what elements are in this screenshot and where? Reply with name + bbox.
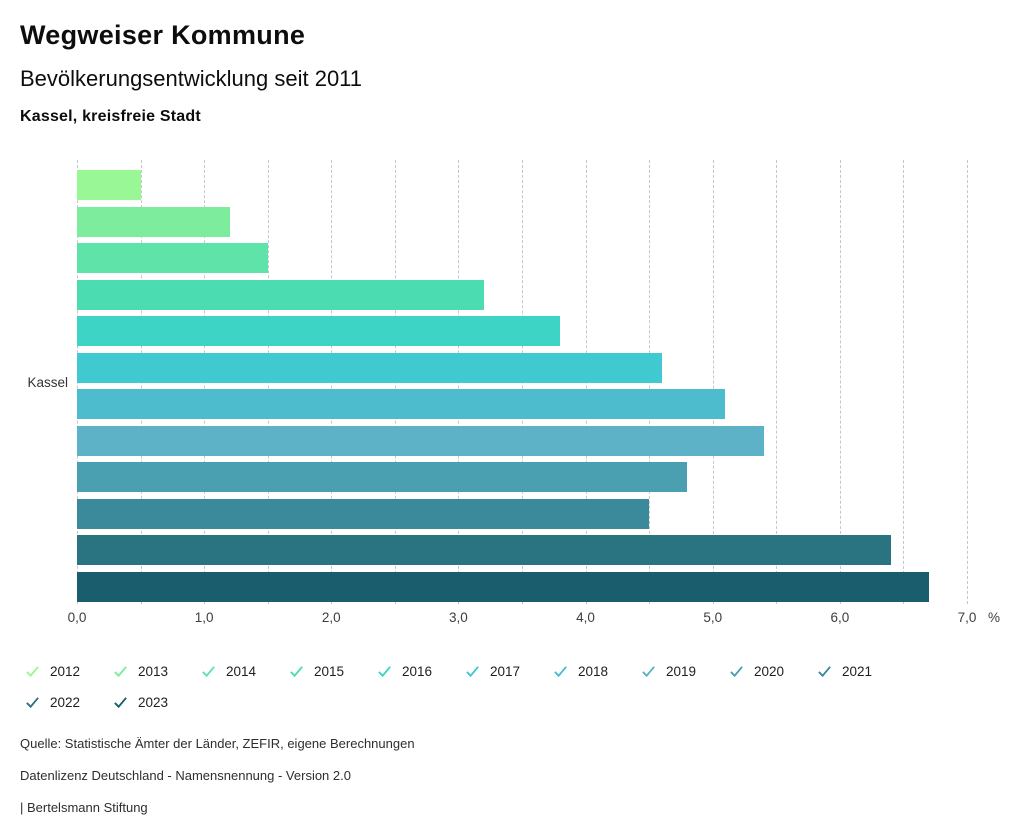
check-icon: [818, 666, 831, 678]
check-icon: [202, 666, 215, 678]
legend-item-label: 2013: [138, 664, 169, 679]
bar-2018[interactable]: [77, 389, 726, 419]
x-tick-label: 2,0: [321, 610, 341, 625]
footer-source: Quelle: Statistische Ämter der Länder, Z…: [20, 736, 415, 751]
page-title: Wegweiser Kommune: [20, 20, 306, 50]
legend-item-label: 2016: [402, 664, 433, 679]
legend-item-label: 2012: [50, 664, 81, 679]
bar-2017[interactable]: [77, 352, 662, 383]
bar-2013[interactable]: [77, 206, 230, 237]
check-icon: [26, 666, 39, 678]
x-tick-label: 4,0: [576, 610, 595, 625]
x-tick-label: 3,0: [449, 610, 468, 625]
legend-item-2016[interactable]: 2016: [377, 664, 465, 679]
legend-item-label: 2019: [666, 664, 697, 679]
plot-area: [77, 160, 968, 604]
legend-item-2019[interactable]: 2019: [641, 664, 729, 679]
gridline: [839, 160, 841, 604]
gridline: [776, 160, 778, 604]
legend-item-2012[interactable]: 2012: [25, 664, 113, 679]
bar-2020[interactable]: [77, 462, 688, 492]
bar-2014[interactable]: [77, 243, 268, 273]
region-label: Kassel, kreisfreie Stadt: [20, 108, 201, 125]
bar-chart: Kassel: [0, 160, 1024, 604]
gridline: [712, 160, 714, 604]
bar-2023[interactable]: [77, 571, 929, 602]
check-icon: [114, 697, 127, 709]
x-tick-label: 7,0: [957, 610, 977, 625]
x-tick-label: 1,0: [194, 610, 214, 625]
bar-2015[interactable]: [77, 279, 484, 310]
footer: Quelle: Statistische Ämter der Länder, Z…: [20, 736, 1024, 815]
bar-2016[interactable]: [77, 316, 561, 346]
x-axis: 0,0 1,0 2,0 3,0 4,0 5,0 6,0 7,0%: [68, 608, 1000, 632]
legend-item-2021[interactable]: 2021: [817, 664, 905, 679]
check-icon: [554, 666, 567, 678]
check-icon: [290, 666, 303, 678]
legend-item-label: 2022: [50, 695, 81, 710]
bar-2021[interactable]: [77, 498, 650, 529]
bars-group: [77, 160, 967, 604]
legend-item-label: 2015: [314, 664, 345, 679]
chart-subtitle: Bevölkerungsentwicklung seit 2011: [20, 66, 363, 91]
legend-item-2020[interactable]: 2020: [729, 664, 817, 679]
legend-item-label: 2021: [842, 664, 873, 679]
legend-item-2014[interactable]: 2014: [201, 664, 289, 679]
gridline: [903, 160, 905, 604]
legend: 2012 2013 2014 2015 2016 2017 2018 2019 2020 2021…: [25, 664, 910, 710]
x-axis-unit-label: %: [987, 610, 1001, 625]
footer-license: Datenlizenz Deutschland - Namensnennung …: [20, 768, 351, 783]
footer-attribution: | Bertelsmann Stiftung: [20, 800, 148, 815]
legend-item-label: 2023: [138, 695, 169, 710]
check-icon: [378, 666, 391, 678]
legend-item-2015[interactable]: 2015: [289, 664, 377, 679]
x-tick-label: 6,0: [830, 610, 850, 625]
bar-2019[interactable]: [77, 425, 764, 456]
bar-2022[interactable]: [77, 535, 891, 565]
gridline: [967, 160, 968, 604]
bar-2012[interactable]: [77, 170, 141, 200]
header: Wegweiser Kommune Bevölkerungsentwicklun…: [0, 0, 1024, 126]
legend-item-2017[interactable]: 2017: [465, 664, 553, 679]
check-icon: [642, 666, 655, 678]
legend-item-label: 2018: [578, 664, 609, 679]
check-icon: [466, 666, 479, 678]
legend-item-label: 2017: [490, 664, 521, 679]
y-axis-label: Kassel: [27, 374, 68, 390]
x-tick-label: 0,0: [67, 610, 87, 625]
legend-item-2018[interactable]: 2018: [553, 664, 641, 679]
legend-item-2013[interactable]: 2013: [113, 664, 201, 679]
legend-item-2023[interactable]: 2023: [113, 695, 201, 710]
check-icon: [730, 666, 743, 678]
legend-item-2022[interactable]: 2022: [25, 695, 113, 710]
legend-item-label: 2014: [226, 664, 257, 679]
check-icon: [114, 666, 127, 678]
x-tick-label: 5,0: [703, 610, 723, 625]
check-icon: [26, 697, 39, 709]
legend-item-label: 2020: [754, 664, 785, 679]
